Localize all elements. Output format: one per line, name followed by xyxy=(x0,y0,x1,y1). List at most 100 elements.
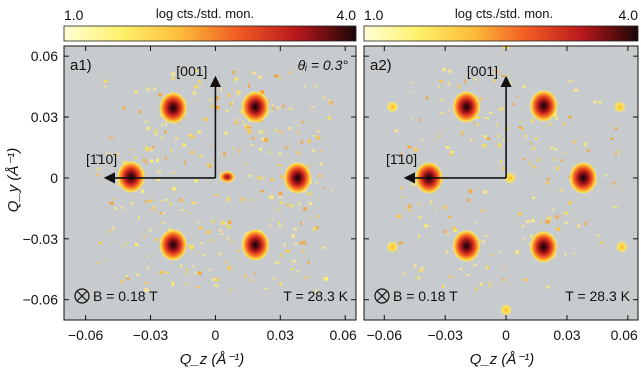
noise-speckle xyxy=(126,277,131,280)
noise-speckle xyxy=(506,74,510,77)
noise-speckle xyxy=(285,249,290,253)
noise-speckle xyxy=(490,254,494,257)
noise-speckle xyxy=(564,252,567,257)
noise-speckle xyxy=(443,230,447,233)
noise-speckle xyxy=(121,206,124,211)
noise-speckle xyxy=(268,195,274,200)
noise-speckle xyxy=(114,197,116,200)
noise-speckle xyxy=(194,271,197,275)
noise-speckle xyxy=(307,164,311,167)
noise-speckle xyxy=(486,137,491,140)
noise-speckle xyxy=(289,204,293,207)
noise-speckle xyxy=(161,221,165,224)
noise-speckle xyxy=(237,250,240,252)
noise-speckle xyxy=(296,151,300,155)
noise-speckle xyxy=(231,70,236,74)
noise-speckle xyxy=(249,128,252,130)
noise-speckle xyxy=(281,132,284,135)
noise-speckle xyxy=(485,265,489,270)
noise-speckle xyxy=(294,243,298,245)
noise-speckle xyxy=(272,107,275,110)
noise-speckle xyxy=(165,271,170,274)
noise-speckle xyxy=(122,106,126,110)
noise-speckle xyxy=(614,127,618,131)
noise-speckle xyxy=(192,264,195,268)
noise-speckle xyxy=(197,271,202,276)
noise-speckle xyxy=(293,227,298,231)
noise-speckle xyxy=(215,105,220,110)
noise-speckle xyxy=(144,120,149,123)
noise-speckle xyxy=(291,260,296,263)
noise-speckle xyxy=(268,150,271,154)
noise-speckle xyxy=(274,129,277,132)
noise-speckle xyxy=(215,278,220,282)
noise-speckle xyxy=(556,227,560,231)
noise-speckle xyxy=(247,126,252,130)
noise-speckle xyxy=(468,189,473,194)
noise-speckle xyxy=(190,151,195,154)
noise-speckle xyxy=(146,87,150,92)
noise-speckle xyxy=(470,138,473,141)
noise-speckle xyxy=(263,130,265,134)
noise-speckle xyxy=(189,212,192,214)
noise-speckle xyxy=(460,133,464,136)
noise-speckle xyxy=(164,130,167,135)
noise-speckle xyxy=(321,246,325,249)
noise-speckle xyxy=(524,134,528,139)
noise-speckle xyxy=(155,129,159,133)
panel-label: a1) xyxy=(70,57,92,74)
noise-speckle xyxy=(187,134,192,136)
noise-speckle xyxy=(211,278,214,281)
noise-speckle xyxy=(502,139,506,142)
noise-speckle xyxy=(215,96,219,100)
noise-speckle xyxy=(528,162,532,165)
y-tick-labels: −0.06 −0.03 0 0.03 0.06 xyxy=(23,48,59,308)
noise-speckle xyxy=(202,253,205,257)
heatmap-content xyxy=(386,46,628,316)
noise-speckle xyxy=(319,149,322,153)
noise-speckle xyxy=(138,215,140,220)
noise-speckle xyxy=(250,279,254,282)
noise-speckle xyxy=(278,221,280,224)
x-tick-label: 0.03 xyxy=(553,327,580,343)
noise-speckle xyxy=(437,134,440,138)
noise-speckle xyxy=(312,148,315,153)
noise-speckle xyxy=(250,199,254,201)
noise-speckle xyxy=(604,174,608,177)
noise-speckle xyxy=(224,131,228,135)
colorbar-right-max: 4.0 xyxy=(619,7,639,23)
colorbar-left-min: 1.0 xyxy=(64,7,84,23)
noise-speckle xyxy=(261,137,266,141)
noise-speckle xyxy=(214,283,218,287)
panel-a2: a2) [001] [1̄10] B = 0.18 T T = 28.3 K xyxy=(363,45,639,321)
noise-speckle xyxy=(279,282,282,286)
y-tick-label: 0.03 xyxy=(31,109,58,125)
noise-speckle xyxy=(457,84,461,89)
noise-speckle xyxy=(555,215,560,220)
y-tick-label: 0.06 xyxy=(31,48,58,64)
noise-speckle xyxy=(429,200,433,204)
noise-speckle xyxy=(201,117,205,120)
noise-speckle xyxy=(210,238,213,243)
noise-speckle xyxy=(98,241,103,245)
noise-speckle xyxy=(211,219,215,223)
noise-speckle xyxy=(177,121,180,125)
noise-speckle xyxy=(308,217,312,219)
bragg-peak xyxy=(452,229,481,262)
x-tick-label: −0.06 xyxy=(68,327,104,343)
noise-speckle xyxy=(210,145,213,147)
noise-speckle xyxy=(185,269,189,271)
noise-speckle xyxy=(278,195,283,199)
noise-speckle xyxy=(396,214,402,218)
noise-speckle xyxy=(329,100,333,105)
noise-speckle xyxy=(310,106,315,108)
noise-speckle xyxy=(228,102,233,106)
noise-speckle xyxy=(258,75,262,79)
noise-speckle xyxy=(194,69,199,73)
noise-speckle xyxy=(109,201,114,205)
noise-speckle xyxy=(531,218,535,223)
noise-speckle xyxy=(138,110,142,114)
noise-speckle xyxy=(482,135,487,138)
noise-speckle xyxy=(420,266,425,270)
noise-speckle xyxy=(279,76,281,81)
